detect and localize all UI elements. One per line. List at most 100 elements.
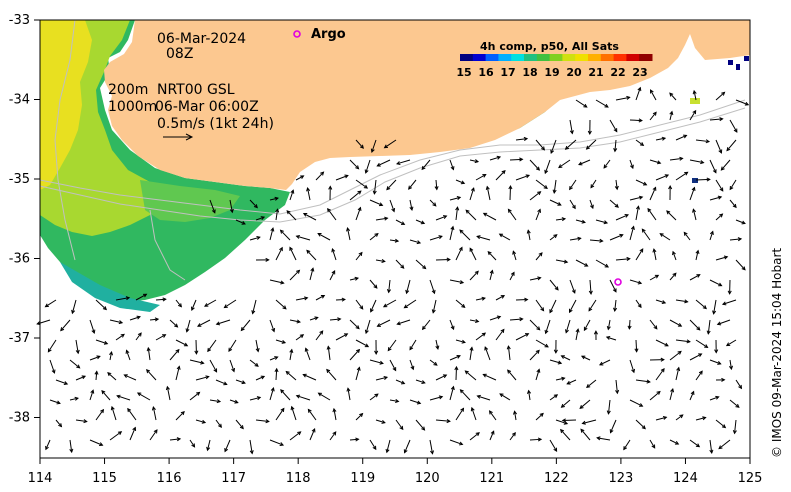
current-vector-head — [196, 391, 201, 396]
current-vector-head — [541, 146, 546, 151]
current-vector-head — [712, 169, 717, 174]
current-vector — [335, 298, 345, 301]
current-vector — [649, 439, 656, 449]
current-vector — [355, 207, 361, 221]
argo-label: Argo — [311, 27, 346, 42]
current-vector — [653, 249, 657, 261]
current-vector-head — [69, 448, 74, 454]
current-vector-head — [260, 375, 266, 380]
current-vector-head — [422, 265, 427, 270]
current-vector-head — [580, 355, 586, 360]
current-vector-head — [717, 361, 722, 365]
current-vector — [249, 236, 260, 241]
colorbar-swatch — [613, 54, 627, 61]
current-vector-head — [461, 339, 466, 344]
current-vector-head — [641, 228, 646, 233]
current-vector-head — [482, 174, 487, 178]
current-vector-head — [302, 373, 307, 378]
current-vector-head — [279, 229, 284, 234]
current-vector-head — [537, 437, 543, 442]
current-vector — [49, 399, 61, 404]
current-vector — [415, 419, 425, 431]
current-vector-head — [153, 429, 158, 434]
current-vector-head — [306, 249, 311, 254]
current-vector — [495, 170, 506, 181]
current-vector-head — [341, 297, 346, 302]
current-vector — [60, 319, 71, 331]
colorbar-swatch — [524, 54, 538, 61]
current-vector-head — [289, 348, 294, 354]
current-vector-head — [631, 368, 636, 374]
current-vector-head — [700, 160, 705, 165]
current-vector-head — [614, 203, 619, 208]
current-vector-head — [612, 288, 617, 293]
current-vector — [409, 199, 413, 211]
credit-label: © IMOS 09-Mar-2024 15:04 Hobart — [770, 248, 784, 458]
current-vector-head — [165, 385, 170, 391]
current-vector — [129, 316, 141, 321]
current-vector — [477, 395, 491, 401]
current-vector-head — [727, 290, 732, 295]
current-vector — [675, 339, 690, 343]
current-vector-head — [314, 316, 319, 321]
current-vector-head — [432, 202, 437, 207]
current-vector-head — [75, 349, 80, 355]
current-vector-head — [606, 410, 611, 415]
current-vector — [535, 139, 545, 151]
current-vector — [89, 390, 94, 401]
current-vector — [335, 175, 349, 181]
current-vector-head — [403, 304, 408, 309]
current-vector — [204, 299, 217, 307]
current-vector-head — [666, 210, 671, 215]
current-vector — [289, 349, 293, 361]
current-vector — [280, 389, 291, 401]
product-label: NRT00 GSL — [157, 82, 235, 98]
current-vector — [629, 359, 635, 373]
current-vector-head — [712, 310, 717, 315]
current-vector — [375, 259, 385, 262]
current-vector — [649, 319, 658, 330]
current-vector — [305, 348, 311, 361]
current-vector — [152, 406, 157, 421]
current-vector — [331, 248, 337, 261]
plot-frame — [39, 19, 751, 459]
current-vector — [355, 339, 369, 348]
current-vector-head — [609, 429, 614, 434]
current-vector-head — [585, 145, 590, 150]
current-vector — [129, 427, 136, 441]
current-vector — [71, 299, 77, 314]
current-vector — [586, 139, 597, 150]
current-vector-head — [557, 360, 563, 365]
current-vector-head — [74, 396, 79, 401]
current-vector — [508, 209, 517, 221]
current-vector — [729, 119, 738, 133]
current-vector-head — [720, 166, 725, 171]
current-vector-head — [265, 257, 270, 262]
current-vector-head — [355, 165, 360, 170]
colorbar-swatch — [549, 54, 563, 61]
current-vector-head — [490, 430, 495, 435]
current-vector — [595, 219, 608, 224]
current-vector-head — [191, 443, 196, 448]
current-vector — [355, 413, 363, 421]
current-vector-head — [373, 284, 378, 289]
current-vector — [309, 428, 316, 441]
current-vector-head — [378, 202, 384, 207]
current-vector-head — [328, 185, 333, 190]
current-vector-head — [615, 389, 620, 395]
current-vector-head — [537, 208, 542, 213]
current-vector-head — [331, 247, 336, 253]
current-vector-head — [320, 294, 326, 299]
current-vector — [37, 319, 51, 325]
current-vector — [575, 99, 588, 108]
current-vector — [529, 191, 541, 201]
current-vector-head — [538, 252, 543, 257]
current-vector-head — [442, 374, 448, 379]
current-vector — [429, 199, 437, 207]
current-vector-head — [137, 332, 142, 337]
current-vector-head — [652, 186, 657, 191]
current-vector-head — [482, 212, 488, 217]
current-vector — [715, 139, 722, 154]
current-vector-head — [374, 393, 379, 398]
current-vector-head — [661, 136, 667, 141]
